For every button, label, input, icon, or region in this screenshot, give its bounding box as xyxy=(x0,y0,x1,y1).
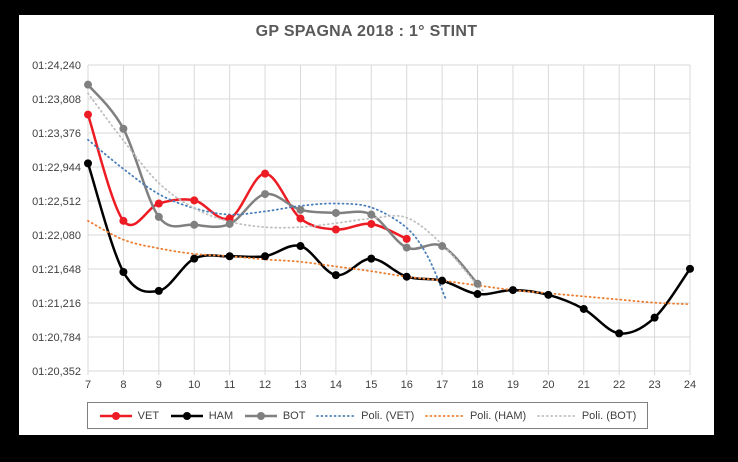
legend-label-poli-ham: Poli. (HAM) xyxy=(469,409,527,422)
data-point-ham xyxy=(331,271,340,280)
x-axis-tick-label: 19 xyxy=(507,379,519,391)
data-point-ham xyxy=(296,242,305,251)
data-point-ham xyxy=(615,329,624,338)
x-axis-tick-label: 7 xyxy=(85,379,91,391)
data-point-ham xyxy=(402,272,411,281)
data-point-bot xyxy=(473,279,482,288)
legend-swatch-poli-vet-line xyxy=(316,414,357,417)
legend-swatch-vet-line xyxy=(99,411,132,420)
data-point-ham xyxy=(225,252,234,261)
legend-marker-sample xyxy=(111,411,120,420)
data-point-vet xyxy=(261,169,270,178)
x-axis-tick-label: 22 xyxy=(613,379,625,391)
data-point-bot xyxy=(190,220,199,229)
legend-swatch-poli-ham-line xyxy=(425,414,465,417)
data-point-vet xyxy=(296,214,305,223)
y-axis-tick-label: 01:21,648 xyxy=(32,264,81,276)
data-point-vet xyxy=(119,216,128,225)
data-point-bot xyxy=(261,190,270,199)
data-point-ham xyxy=(650,313,659,322)
data-point-ham xyxy=(508,286,517,295)
plot-area: 01:24,240 01:23,808 01:23,376 01:22,944 01:2… xyxy=(32,60,696,391)
y-axis-tick-label: 01:22,512 xyxy=(32,196,81,208)
data-point-ham xyxy=(473,290,482,299)
series-line-vet xyxy=(86,113,408,241)
y-axis-tick-label: 01:22,944 xyxy=(32,162,81,174)
x-axis-tick-label: 16 xyxy=(401,379,413,391)
data-point-ham xyxy=(686,264,694,273)
legend-item-poli-vet: Poli. (VET) xyxy=(316,410,414,422)
chart-container: GP SPAGNA 2018 : 1° STINT 01:24,240 01:23… xyxy=(19,15,714,435)
legend-item-ham: HAM xyxy=(170,410,233,422)
data-point-ham xyxy=(438,276,447,285)
chart-title: GP SPAGNA 2018 : 1° STINT xyxy=(255,23,478,40)
data-point-bot xyxy=(84,80,92,89)
x-axis-tick-label: 12 xyxy=(259,379,271,391)
legend-marker-sample xyxy=(256,411,265,420)
series-line-ham xyxy=(86,162,692,335)
x-axis-tick-label: 9 xyxy=(156,379,162,391)
y-axis-tick-label: 01:21,216 xyxy=(32,298,81,310)
y-axis-tick-label: 01:24,240 xyxy=(32,60,81,72)
x-axis-tick-label: 17 xyxy=(436,379,448,391)
legend-marker-sample xyxy=(182,411,191,420)
data-point-bot xyxy=(438,242,447,251)
data-point-ham xyxy=(544,290,553,299)
legend-label-poli-vet: Poli. (VET) xyxy=(361,409,415,422)
data-point-bot xyxy=(296,205,305,214)
data-point-vet xyxy=(225,214,234,223)
data-point-bot xyxy=(331,208,340,217)
x-axis-tick-label: 8 xyxy=(120,379,126,391)
legend-swatch-poli-bot-line xyxy=(536,414,577,417)
data-point-ham xyxy=(154,286,163,295)
x-axis-tick-label: 15 xyxy=(365,379,377,391)
data-point-bot xyxy=(402,243,411,252)
data-point-vet xyxy=(331,225,340,234)
x-axis-tick-label: 14 xyxy=(330,379,342,391)
legend-item-bot: BOT xyxy=(244,409,306,422)
x-axis-tick-label: 10 xyxy=(188,379,200,391)
x-axis-tick-label: 18 xyxy=(471,379,483,391)
legend: VET HAM BOT Poli. (VET) Poli. (HAM) Poli… xyxy=(87,402,648,429)
x-axis-tick-label: 11 xyxy=(224,379,235,391)
legend-item-poli-ham: Poli. (HAM) xyxy=(425,410,526,422)
y-axis-tick-label: 01:20,784 xyxy=(32,332,81,344)
legend-swatch-ham-line xyxy=(170,411,203,420)
data-point-ham xyxy=(84,159,92,168)
y-axis-tick-label: 01:23,376 xyxy=(32,128,81,140)
legend-label-bot: BOT xyxy=(282,409,306,422)
legend-item-vet: VET xyxy=(99,410,159,422)
legend-swatch-bot-line xyxy=(244,411,277,420)
data-point-vet xyxy=(154,199,163,208)
data-point-bot xyxy=(367,210,376,219)
data-point-bot xyxy=(225,219,234,228)
x-axis-tick-label: 20 xyxy=(542,379,554,391)
data-point-ham xyxy=(367,254,376,263)
data-point-ham xyxy=(579,304,588,313)
data-point-ham xyxy=(261,252,270,261)
x-axis-tick-label: 13 xyxy=(294,379,306,391)
series-line-bot xyxy=(86,83,479,286)
trendline-poli-ham- xyxy=(87,219,691,306)
data-point-vet xyxy=(367,219,376,228)
legend-item-poli-bot: Poli. (BOT) xyxy=(536,409,637,422)
data-point-ham xyxy=(119,267,128,276)
y-axis-tick-label: 01:22,080 xyxy=(32,230,81,242)
data-point-bot xyxy=(119,124,128,133)
x-axis-tick-label: 23 xyxy=(648,379,660,391)
trendline-poli-vet- xyxy=(87,138,447,300)
data-point-vet xyxy=(84,110,92,119)
data-point-bot xyxy=(154,212,163,221)
x-axis-tick-label: 24 xyxy=(684,379,696,391)
data-point-ham xyxy=(190,254,199,263)
legend-label-vet: VET xyxy=(137,409,160,422)
y-axis-tick-label: 01:20,352 xyxy=(32,366,81,378)
y-axis-tick-label: 01:23,808 xyxy=(32,94,81,106)
legend-label-ham: HAM xyxy=(208,409,234,422)
data-point-vet xyxy=(402,234,411,243)
legend-label-poli-bot: Poli. (BOT) xyxy=(581,409,637,422)
x-axis-tick-label: 21 xyxy=(578,379,590,391)
data-point-vet xyxy=(190,196,199,205)
